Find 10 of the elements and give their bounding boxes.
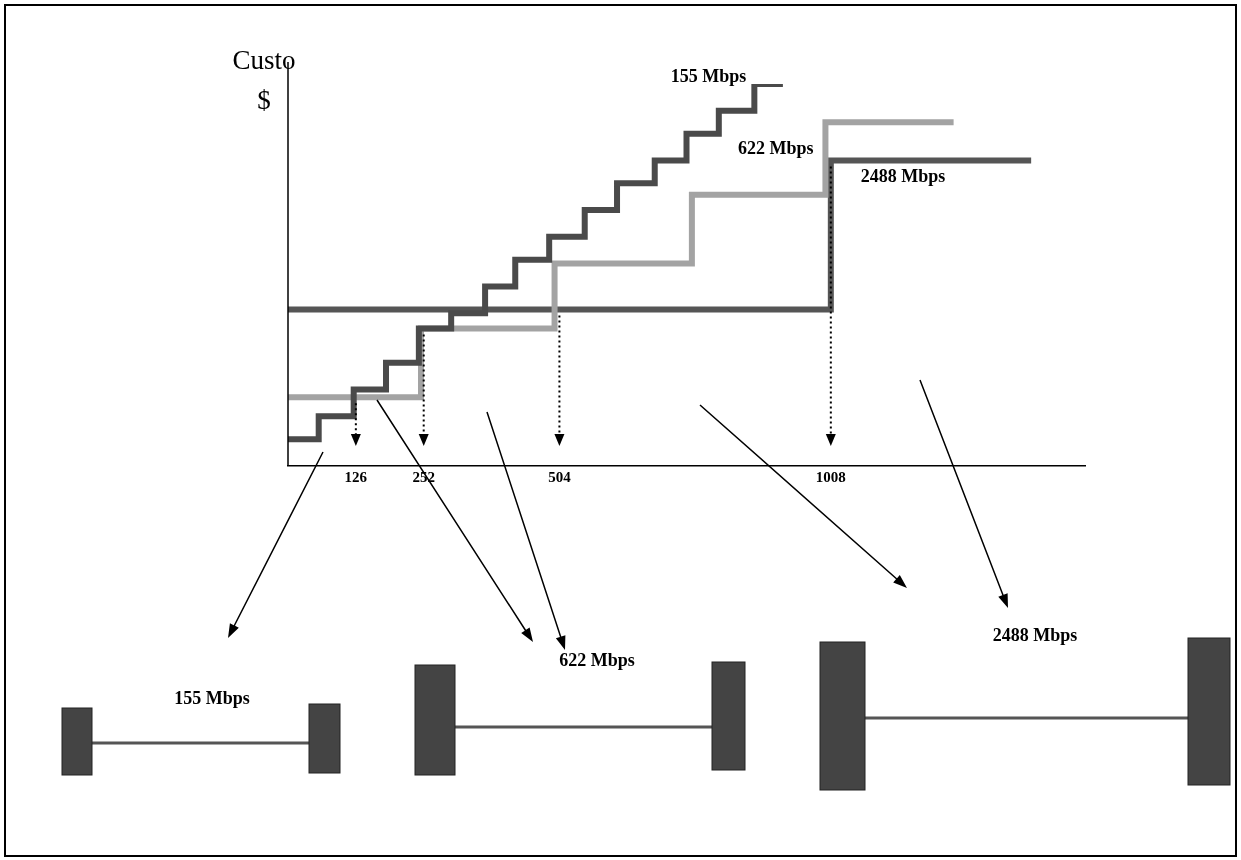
text: 2488 Mbps bbox=[992, 625, 1078, 646]
y-axis-title: Custo $ bbox=[231, 44, 297, 117]
series-label: 2488 Mbps bbox=[860, 166, 946, 187]
x-tick-label: 1008 bbox=[815, 468, 846, 485]
text: 155 Mbps bbox=[174, 688, 250, 709]
x-tick-label: 126 bbox=[344, 468, 368, 485]
series-label: 155 Mbps bbox=[670, 65, 747, 86]
series-label: 622 Mbps bbox=[737, 138, 814, 159]
x-tick-label: 504 bbox=[548, 468, 572, 485]
text: 622 Mbps bbox=[559, 650, 635, 671]
